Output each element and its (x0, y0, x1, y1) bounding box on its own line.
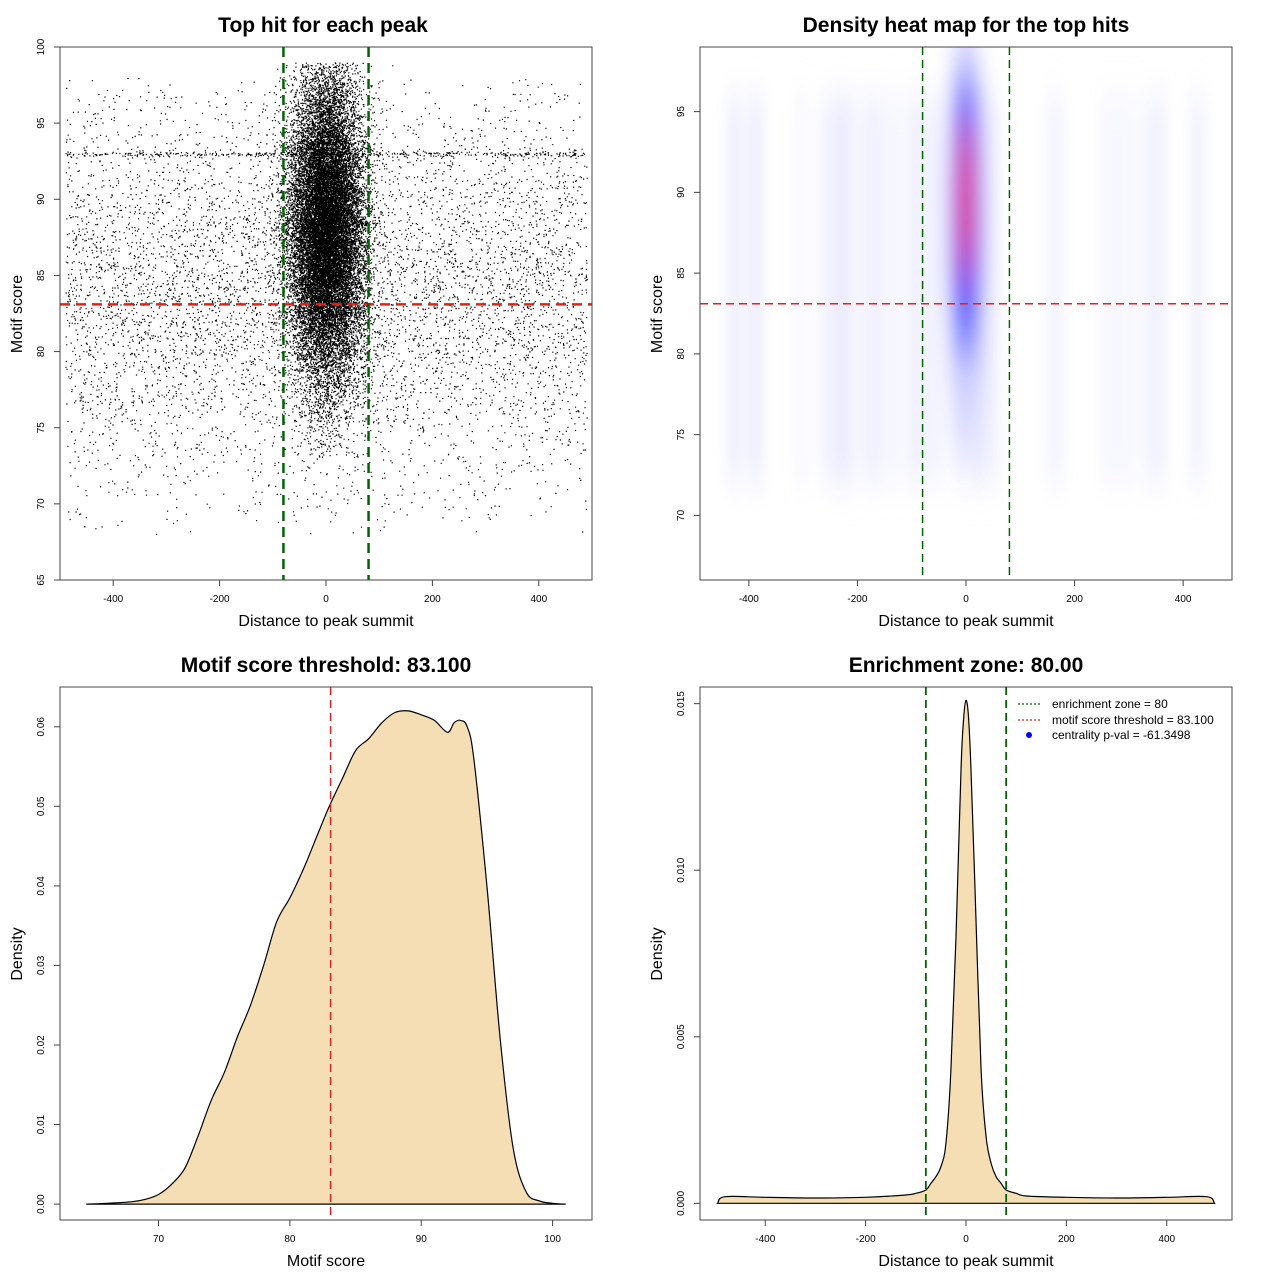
density-curve (716, 699, 1216, 1204)
x-tick-label: 0 (963, 1234, 969, 1245)
x-axis-label: Distance to peak summit (878, 613, 1054, 630)
x-tick-label: 400 (1175, 594, 1192, 605)
y-tick-label: 85 (36, 269, 47, 281)
x-tick-label: -400 (739, 594, 759, 605)
y-tick-label: 0.02 (36, 1035, 47, 1055)
y-tick-label: 75 (36, 422, 47, 434)
x-tick-label: 90 (416, 1234, 428, 1245)
x-tick-label: 200 (1058, 1234, 1075, 1245)
x-tick-label: 0 (963, 594, 969, 605)
y-axis-label: Motif score (649, 275, 666, 353)
x-tick-label: 400 (1158, 1234, 1175, 1245)
scatter-panel: Top hit for each peak -400 -200 0 200 400 65 7… (9, 14, 593, 630)
x-axis-label: Motif score (287, 1253, 365, 1270)
y-tick-label: 0.005 (676, 1024, 687, 1049)
chart-title: Top hit for each peak (218, 14, 428, 37)
heat-cell (795, 95, 808, 484)
heat-cell (910, 95, 923, 484)
scatter-points (65, 62, 588, 536)
x-tick-label: 0 (323, 594, 329, 605)
legend-label-enrichment: enrichment zone = 80 (1052, 697, 1168, 711)
heat-cell (898, 95, 911, 484)
x-tick-label: -400 (755, 1234, 775, 1245)
x-tick-label: 70 (153, 1234, 165, 1245)
heat-cell (855, 95, 868, 484)
x-tick-label: 400 (530, 594, 547, 605)
heat-cell (870, 95, 883, 484)
legend-label-threshold: motif score threshold = 83.100 (1052, 713, 1214, 727)
x-tick-label: 200 (1066, 594, 1083, 605)
y-tick-label: 0.010 (676, 857, 687, 882)
heat-cell (1188, 95, 1201, 484)
y-tick-label: 0.03 (36, 955, 47, 975)
legend-swatch-centrality (1026, 732, 1032, 738)
y-tick-label: 65 (36, 574, 47, 586)
x-tick-label: -200 (856, 1234, 876, 1245)
x-tick-label: 80 (284, 1234, 296, 1245)
legend-label-centrality: centrality p-val = -61.3498 (1052, 728, 1191, 742)
heat-peak (959, 119, 973, 282)
x-tick-label: 100 (544, 1234, 561, 1245)
distance-density-panel: Enrichment zone: 80.00 -400 -200 0 200 400 0.… (649, 654, 1233, 1270)
heat-cell (726, 95, 739, 484)
axes: -400 -200 0 200 400 70 75 80 85 90 95 (676, 106, 1192, 605)
x-tick-label: -200 (210, 594, 230, 605)
y-tick-label: 90 (36, 193, 47, 205)
y-tick-label: 90 (676, 186, 687, 198)
heat-cell (885, 95, 898, 484)
y-tick-label: 0.015 (676, 691, 687, 716)
heat-cell (822, 95, 835, 484)
heat-cell (1112, 95, 1125, 484)
axes: -400 -200 0 200 400 65 70 75 80 85 90 95 100 (36, 38, 548, 605)
x-tick-label: 200 (424, 594, 441, 605)
y-tick-label: 70 (36, 498, 47, 510)
heatmap-hotspot (946, 47, 986, 451)
y-tick-label: 0.06 (36, 717, 47, 737)
heat-cell (1124, 95, 1137, 484)
y-tick-label: 80 (36, 346, 47, 358)
x-tick-label: -400 (103, 594, 123, 605)
heat-cell (983, 95, 996, 484)
x-tick-label: -200 (847, 594, 867, 605)
heat-cell (924, 95, 937, 484)
y-tick-label: 100 (36, 38, 47, 55)
legend: enrichment zone = 80 motif score thresho… (1018, 697, 1214, 742)
y-tick-label: 85 (676, 267, 687, 279)
scatter-point (65, 62, 588, 536)
y-tick-label: 0.01 (36, 1114, 47, 1134)
y-tick-label: 0.00 (36, 1194, 47, 1214)
y-tick-label: 95 (676, 106, 687, 118)
density-curve (86, 710, 566, 1205)
chart-title: Density heat map for the top hits (803, 14, 1130, 37)
y-tick-label: 0.04 (36, 876, 47, 896)
heat-cell (1100, 95, 1113, 484)
y-tick-label: 0.000 (676, 1190, 687, 1215)
axes: 70 80 90 100 0.00 0.01 0.02 0.03 0.04 0.05 0.06 (36, 717, 561, 1245)
score-density-panel: Motif score threshold: 83.100 70 80 90 100 0… (9, 654, 593, 1270)
chart-title: Motif score threshold: 83.100 (181, 654, 472, 677)
heat-cell (1142, 95, 1155, 484)
heat-cell (749, 95, 762, 484)
y-tick-label: 95 (36, 117, 47, 129)
y-axis-label: Density (9, 927, 26, 980)
x-axis-label: Distance to peak summit (238, 613, 414, 630)
x-axis-label: Distance to peak summit (878, 1253, 1054, 1270)
heat-cell (935, 95, 948, 484)
axes: -400 -200 0 200 400 0.000 0.005 0.010 0.015 (676, 691, 1176, 1245)
y-tick-label: 70 (676, 509, 687, 521)
y-tick-label: 75 (676, 429, 687, 441)
heatmap-panel: Density heat map for the top hits -400 -2… (649, 14, 1233, 630)
heat-cell (1154, 95, 1167, 484)
y-tick-label: 0.05 (36, 796, 47, 816)
heat-cell (840, 95, 853, 484)
y-axis-label: Motif score (9, 275, 26, 353)
heatmap-area (726, 47, 1209, 484)
chart-title: Enrichment zone: 80.00 (849, 654, 1084, 677)
heat-cell (1046, 95, 1059, 484)
y-tick-label: 80 (676, 348, 687, 360)
heat-cell (738, 95, 751, 484)
y-axis-label: Density (649, 927, 666, 980)
